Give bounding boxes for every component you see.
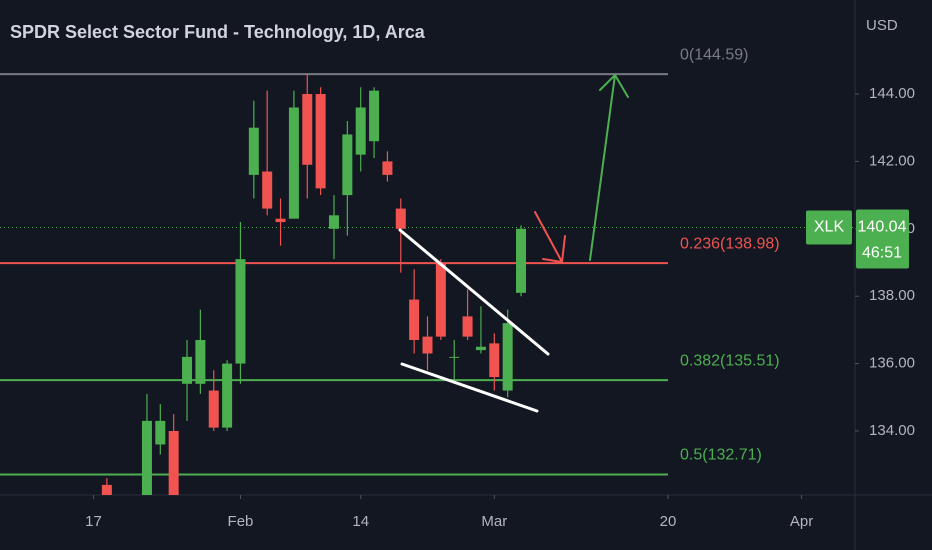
candle-body (355, 107, 366, 155)
candle-body (502, 323, 513, 391)
trend-line (398, 228, 550, 356)
fib-label: 0.382(135.51) (680, 352, 780, 369)
symbol-label: XLK (814, 219, 845, 236)
candle-body (275, 218, 286, 223)
candle-body (422, 336, 433, 354)
fib-label: 0.236(138.98) (680, 235, 780, 252)
x-tick-label: Mar (481, 513, 507, 530)
candle-body (369, 90, 380, 142)
candle-body (475, 346, 486, 351)
candle-body (462, 316, 473, 337)
x-tick-label: 20 (660, 513, 677, 530)
candle-body (342, 134, 353, 196)
countdown: 46:51 (862, 245, 902, 262)
x-tick-label: Feb (228, 513, 254, 530)
y-tick-label: 142.00 (869, 152, 915, 169)
price-tag (856, 209, 909, 269)
fib-levels: 0(144.59) 0.236(138.98) 0.382(135.51) 0.5(1… (0, 46, 855, 476)
currency: USD (866, 17, 898, 34)
candle-body (141, 420, 152, 495)
candle-body (235, 259, 246, 364)
candle-body (395, 208, 406, 229)
trend-line (400, 362, 539, 413)
candle-body (208, 390, 219, 428)
candle-body (516, 228, 527, 293)
candle-body (222, 363, 233, 428)
candles (101, 73, 527, 495)
arrow (589, 74, 616, 261)
candle-body (435, 262, 446, 337)
arrow-head (542, 235, 566, 264)
candle-body (328, 215, 339, 229)
candle-body (101, 484, 112, 495)
x-tick-label: 17 (85, 513, 102, 530)
arrow-head (599, 73, 629, 98)
fib-label: 0(144.59) (680, 46, 749, 63)
candle-body (302, 94, 313, 165)
price-label: 140.04 (858, 219, 907, 236)
drawings (398, 73, 629, 413)
y-tick-label: 144.00 (869, 85, 915, 102)
candle-body (382, 161, 393, 175)
arrow (534, 211, 563, 263)
y-tick-label: 136.00 (869, 355, 915, 372)
candle-body (315, 94, 326, 189)
candle-body (195, 339, 206, 384)
x-tick-label: Apr (790, 513, 813, 530)
y-tick-label: 138.00 (869, 287, 915, 304)
y-tick-label: 134.00 (869, 422, 915, 439)
fib-label: 0.5(132.71) (680, 447, 762, 464)
candle-body (182, 356, 193, 384)
chart-title: SPDR Select Sector Fund - Technology, 1D… (10, 22, 426, 42)
candle-body (168, 430, 179, 495)
candle-body (262, 171, 273, 209)
candle-body (248, 127, 259, 175)
candle-body (409, 299, 420, 340)
symbol-tag (806, 210, 852, 245)
candle-body (449, 356, 460, 358)
x-tick-label: 14 (352, 513, 369, 530)
candle-body (489, 343, 500, 378)
candle-body (288, 107, 299, 219)
candle-body (155, 420, 166, 445)
